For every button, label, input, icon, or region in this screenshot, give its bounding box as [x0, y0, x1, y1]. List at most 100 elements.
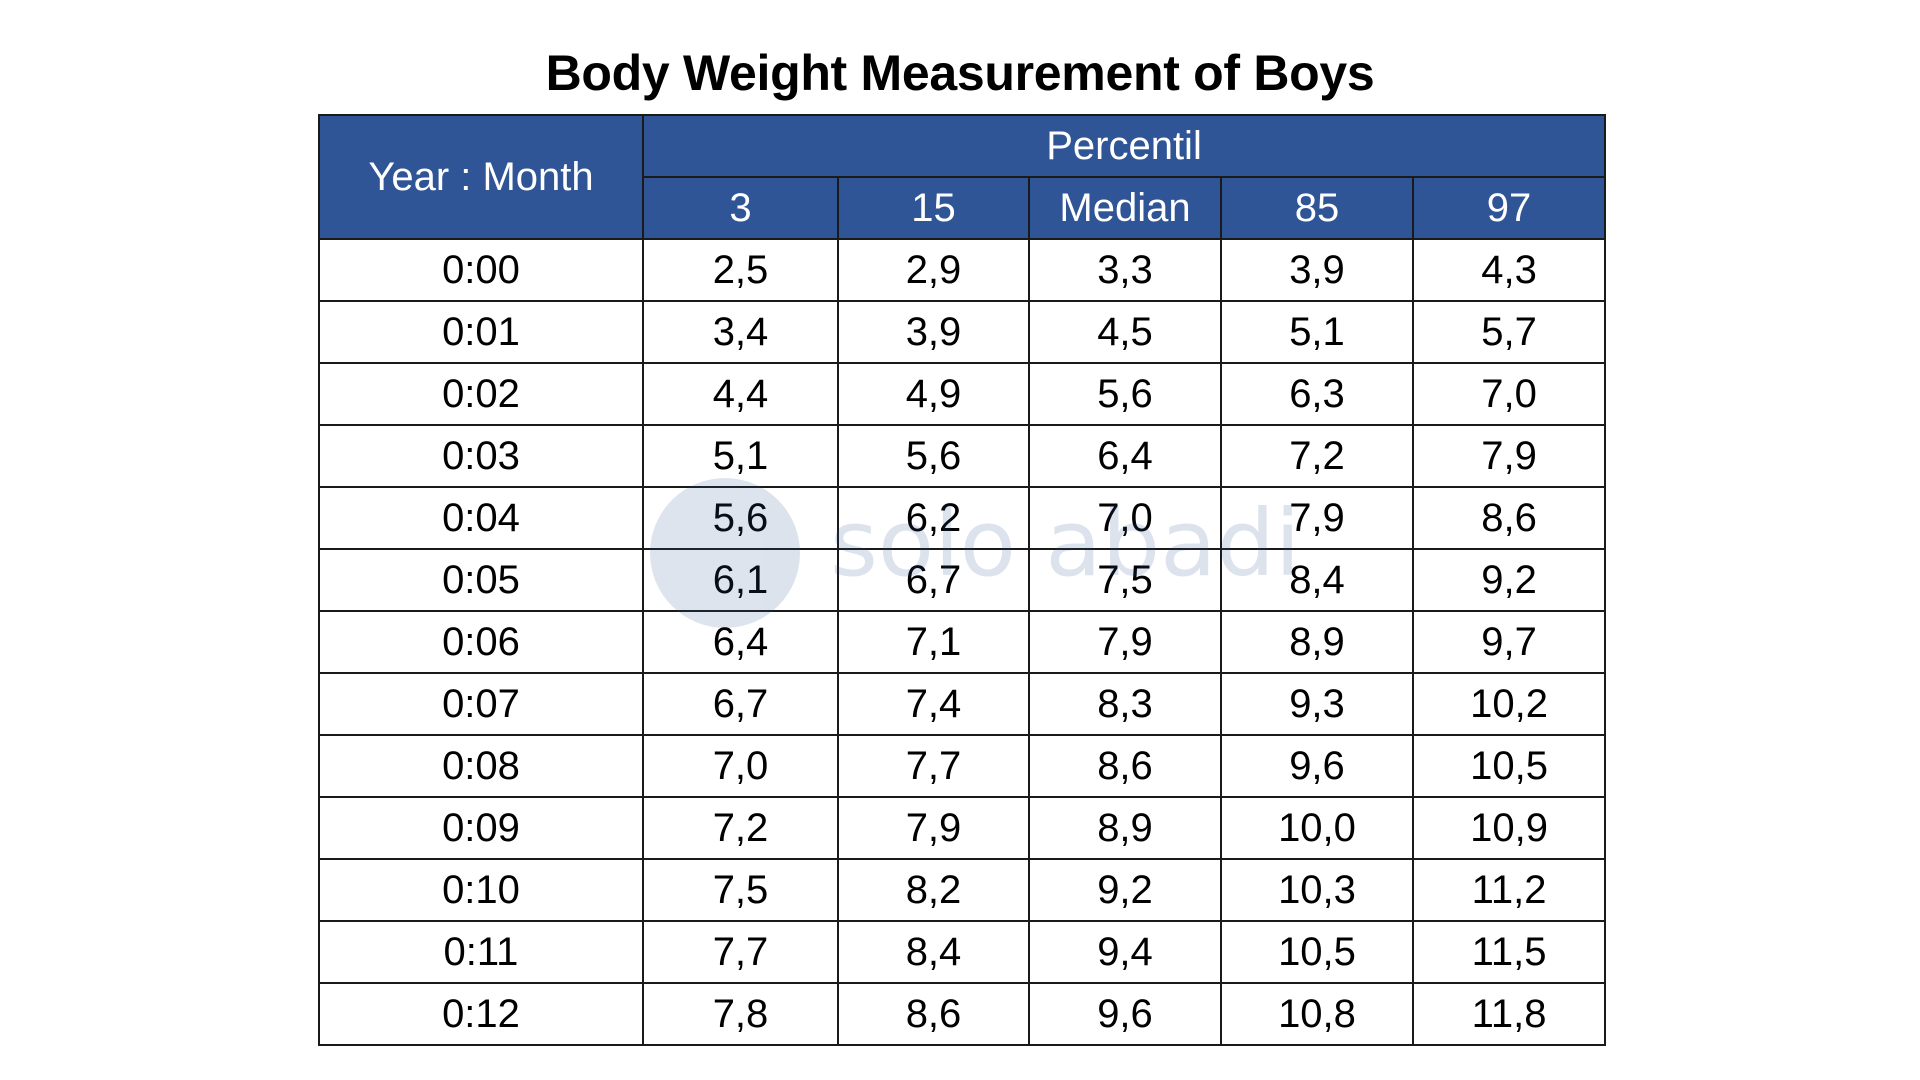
table-cell: 9,4: [1028, 920, 1222, 984]
table-cell: 7,0: [1028, 486, 1222, 550]
table-cell: 9,6: [1028, 982, 1222, 1046]
table-cell: 4,5: [1028, 300, 1222, 364]
table-row: 0:08 7,0 7,7 8,6 9,6 10,5: [318, 734, 1607, 798]
table-body: 0:00 2,5 2,9 3,3 3,9 4,3 0:01 3,4 3,9 4,5 5,1 5,7 0:…: [318, 238, 1607, 1046]
table-cell: 8,6: [1411, 486, 1607, 550]
table-cell: 3,3: [1028, 238, 1222, 302]
table-cell: 7,4: [837, 672, 1030, 736]
table-cell: 2,5: [642, 238, 839, 302]
page-title: Body Weight Measurement of Boys: [545, 45, 1375, 101]
table-cell: 5,1: [642, 424, 839, 488]
table-row: 0:02 4,4 4,9 5,6 6,3 7,0: [318, 362, 1607, 426]
table-cell: 11,2: [1411, 858, 1607, 922]
table-cell: 9,6: [1220, 734, 1414, 798]
table-cell: 5,7: [1411, 300, 1607, 364]
table-cell: 7,9: [837, 796, 1030, 860]
table-row: 0:09 7,2 7,9 8,9 10,0 10,9: [318, 796, 1607, 860]
table-cell: 10,5: [1220, 920, 1414, 984]
table-cell: 7,5: [1028, 548, 1222, 612]
table-cell: 2,9: [837, 238, 1030, 302]
row-label: 0:04: [318, 486, 644, 550]
table-cell: 8,9: [1028, 796, 1222, 860]
column-header: Median: [1028, 176, 1222, 240]
table-cell: 8,3: [1028, 672, 1222, 736]
table-cell: 8,4: [1220, 548, 1414, 612]
table-cell: 7,1: [837, 610, 1030, 674]
row-label: 0:03: [318, 424, 644, 488]
column-header: 15: [837, 176, 1030, 240]
table-cell: 10,5: [1411, 734, 1607, 798]
row-label: 0:06: [318, 610, 644, 674]
row-label: 0:11: [318, 920, 644, 984]
table-cell: 4,3: [1411, 238, 1607, 302]
table-cell: 7,9: [1411, 424, 1607, 488]
table-cell: 4,4: [642, 362, 839, 426]
row-label: 0:07: [318, 672, 644, 736]
table-row: 0:07 6,7 7,4 8,3 9,3 10,2: [318, 672, 1607, 736]
table-cell: 9,3: [1220, 672, 1414, 736]
table-cell: 6,1: [642, 548, 839, 612]
table-row: 0:11 7,7 8,4 9,4 10,5 11,5: [318, 920, 1607, 984]
row-label: 0:09: [318, 796, 644, 860]
table-cell: 7,0: [1411, 362, 1607, 426]
table-row: 0:06 6,4 7,1 7,9 8,9 9,7: [318, 610, 1607, 674]
row-label: 0:12: [318, 982, 644, 1046]
table-cell: 6,4: [642, 610, 839, 674]
table-row: 0:12 7,8 8,6 9,6 10,8 11,8: [318, 982, 1607, 1046]
table-cell: 5,6: [642, 486, 839, 550]
row-label: 0:10: [318, 858, 644, 922]
table-row: 0:01 3,4 3,9 4,5 5,1 5,7: [318, 300, 1607, 364]
table-cell: 3,4: [642, 300, 839, 364]
table-cell: 7,5: [642, 858, 839, 922]
table-cell: 6,3: [1220, 362, 1414, 426]
table-cell: 6,4: [1028, 424, 1222, 488]
group-header-percentil: Percentil: [641, 114, 1607, 178]
table-cell: 7,2: [642, 796, 839, 860]
table-row: 0:00 2,5 2,9 3,3 3,9 4,3: [318, 238, 1607, 302]
table-cell: 10,0: [1220, 796, 1414, 860]
row-label: 0:00: [318, 238, 644, 302]
table-cell: 10,3: [1220, 858, 1414, 922]
table-cell: 3,9: [1220, 238, 1414, 302]
table-row: 0:03 5,1 5,6 6,4 7,2 7,9: [318, 424, 1607, 488]
column-header: 85: [1220, 176, 1414, 240]
row-label: 0:01: [318, 300, 644, 364]
table-cell: 9,2: [1028, 858, 1222, 922]
weight-table: Year : Month Percentil 3 15 Median 85 97…: [318, 114, 1607, 1046]
table-cell: 6,7: [837, 548, 1030, 612]
column-header: 97: [1411, 176, 1607, 240]
table-cell: 7,9: [1028, 610, 1222, 674]
table-cell: 10,9: [1411, 796, 1607, 860]
row-label: 0:05: [318, 548, 644, 612]
table-cell: 8,6: [837, 982, 1030, 1046]
table-cell: 5,6: [837, 424, 1030, 488]
table-cell: 7,7: [642, 920, 839, 984]
table-row: 0:10 7,5 8,2 9,2 10,3 11,2: [318, 858, 1607, 922]
table-row: 0:05 6,1 6,7 7,5 8,4 9,2: [318, 548, 1607, 612]
table-cell: 7,7: [837, 734, 1030, 798]
table-cell: 3,9: [837, 300, 1030, 364]
table-cell: 6,2: [837, 486, 1030, 550]
row-header-year-month: Year : Month: [318, 114, 644, 240]
table-cell: 8,9: [1220, 610, 1414, 674]
table-cell: 11,5: [1411, 920, 1607, 984]
column-header: 3: [642, 176, 839, 240]
table-cell: 7,9: [1220, 486, 1414, 550]
table-cell: 10,2: [1411, 672, 1607, 736]
table-cell: 11,8: [1411, 982, 1607, 1046]
row-label: 0:02: [318, 362, 644, 426]
table-cell: 10,8: [1220, 982, 1414, 1046]
table-cell: 6,7: [642, 672, 839, 736]
row-label: 0:08: [318, 734, 644, 798]
table-cell: 7,0: [642, 734, 839, 798]
table-cell: 8,6: [1028, 734, 1222, 798]
table-cell: 5,1: [1220, 300, 1414, 364]
table-cell: 9,2: [1411, 548, 1607, 612]
table-row: 0:04 5,6 6,2 7,0 7,9 8,6: [318, 486, 1607, 550]
table-cell: 4,9: [837, 362, 1030, 426]
table-cell: 8,4: [837, 920, 1030, 984]
table-cell: 9,7: [1411, 610, 1607, 674]
table-cell: 7,8: [642, 982, 839, 1046]
table-cell: 8,2: [837, 858, 1030, 922]
table-cell: 5,6: [1028, 362, 1222, 426]
